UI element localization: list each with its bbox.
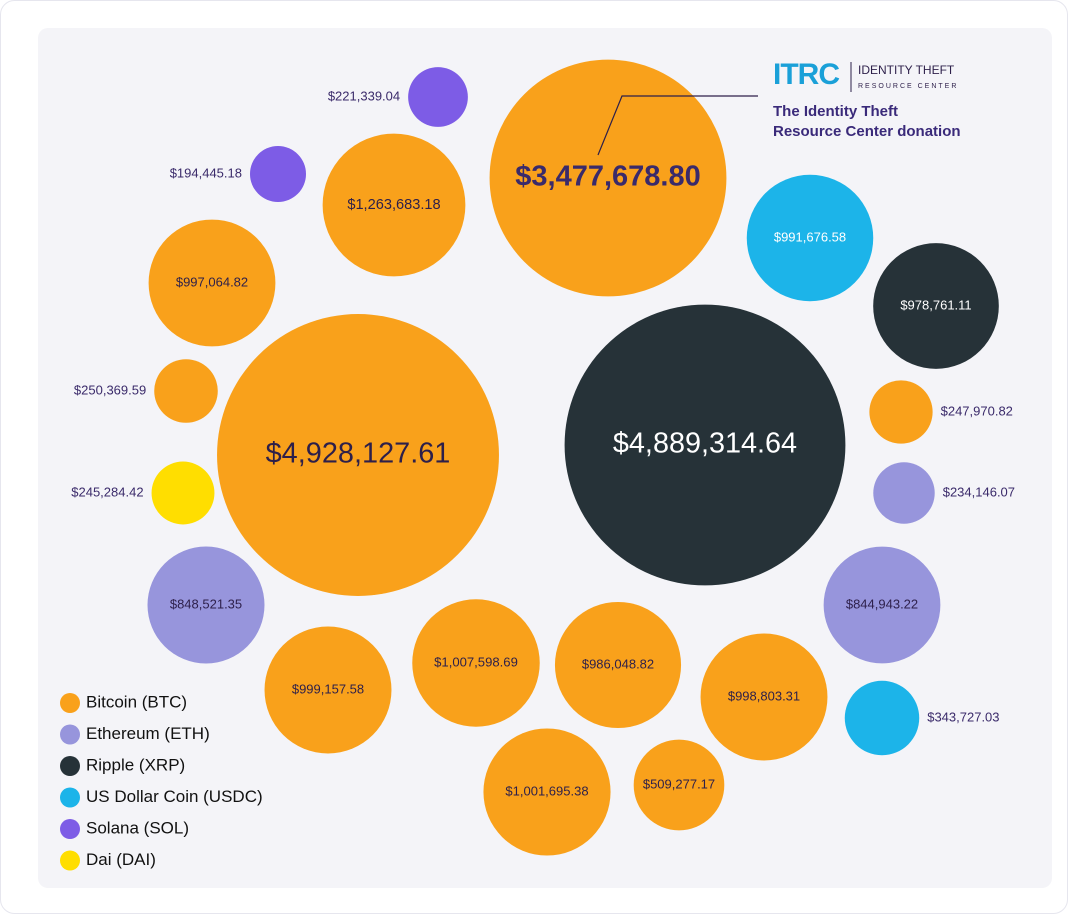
bubble [154, 359, 218, 423]
value-label: $986,048.82 [582, 656, 654, 671]
logo: ITRC [773, 58, 839, 91]
value-label: $991,676.58 [774, 229, 846, 244]
legend-label: Solana (SOL) [86, 818, 189, 837]
bubble [483, 728, 611, 856]
bubble [633, 739, 725, 831]
bubble [564, 304, 846, 586]
legend-label: US Dollar Coin (USDC) [86, 787, 263, 806]
bubble [873, 462, 935, 524]
legend: Bitcoin (BTC) Ethereum (ETH) Ripple (XRP) U… [60, 692, 263, 871]
value-label: $998,803.31 [728, 688, 800, 703]
value-label: $250,369.59 [74, 382, 146, 397]
value-label: $509,277.17 [643, 776, 715, 791]
value-label: $978,761.11 [900, 297, 971, 312]
legend-label: Bitcoin (BTC) [86, 692, 187, 711]
value-label: $4,928,127.61 [266, 438, 451, 470]
bubbles: $3,477,678.80 $1,263,683.18 $997,064.82 $25… [71, 59, 1015, 856]
legend-swatch [60, 693, 80, 713]
value-label: $4,889,314.64 [613, 428, 797, 460]
value-label: $245,284.42 [71, 484, 143, 499]
bubble [408, 67, 468, 127]
bubble [147, 546, 265, 664]
legend-swatch [60, 787, 80, 808]
legend-label: Ethereum (ETH) [86, 724, 210, 743]
annotation-text: The Identity Theft [773, 103, 898, 120]
annotation: ITRC IDENTITY THEFT RESOURCE CENTER The … [597, 58, 961, 156]
value-label: $1,263,683.18 [347, 197, 440, 213]
bubble [322, 133, 466, 277]
value-label: $3,477,678.80 [515, 161, 700, 193]
bubble [217, 314, 499, 596]
value-label: $997,064.82 [176, 274, 248, 289]
logo-text: IDENTITY THEFT [858, 63, 955, 77]
value-label: $247,970.82 [941, 403, 1013, 418]
bubble [873, 243, 999, 369]
value-label: $999,157.58 [292, 681, 364, 696]
value-label: $234,146.07 [943, 484, 1015, 499]
bubble [489, 59, 727, 297]
bubble [412, 599, 540, 727]
bubble [151, 461, 215, 525]
bubble [554, 601, 682, 729]
value-label: $343,727.03 [927, 709, 999, 724]
legend-swatch [60, 850, 80, 871]
legend-label: Dai (DAI) [86, 850, 156, 869]
value-label: $1,001,695.38 [505, 783, 588, 798]
bubble [700, 633, 828, 761]
value-label: $221,339.04 [328, 88, 400, 103]
legend-swatch [60, 756, 80, 776]
bubble [869, 380, 933, 444]
bubble [823, 546, 941, 664]
legend-label: Ripple (XRP) [86, 755, 185, 774]
value-label: $844,943.22 [846, 596, 918, 611]
value-label: $848,521.35 [170, 596, 242, 611]
annotation-leader [597, 95, 758, 156]
value-label: $1,007,598.69 [434, 654, 518, 669]
logo-text: RESOURCE CENTER [858, 83, 958, 90]
bubble [746, 174, 874, 302]
bubble [264, 626, 392, 754]
legend-swatch [60, 724, 80, 745]
bubble [844, 680, 920, 756]
bubble [148, 219, 276, 347]
annotation-text: Resource Center donation [773, 123, 961, 140]
bubble [249, 145, 307, 203]
legend-swatch [60, 819, 80, 839]
value-label: $194,445.18 [170, 165, 242, 180]
